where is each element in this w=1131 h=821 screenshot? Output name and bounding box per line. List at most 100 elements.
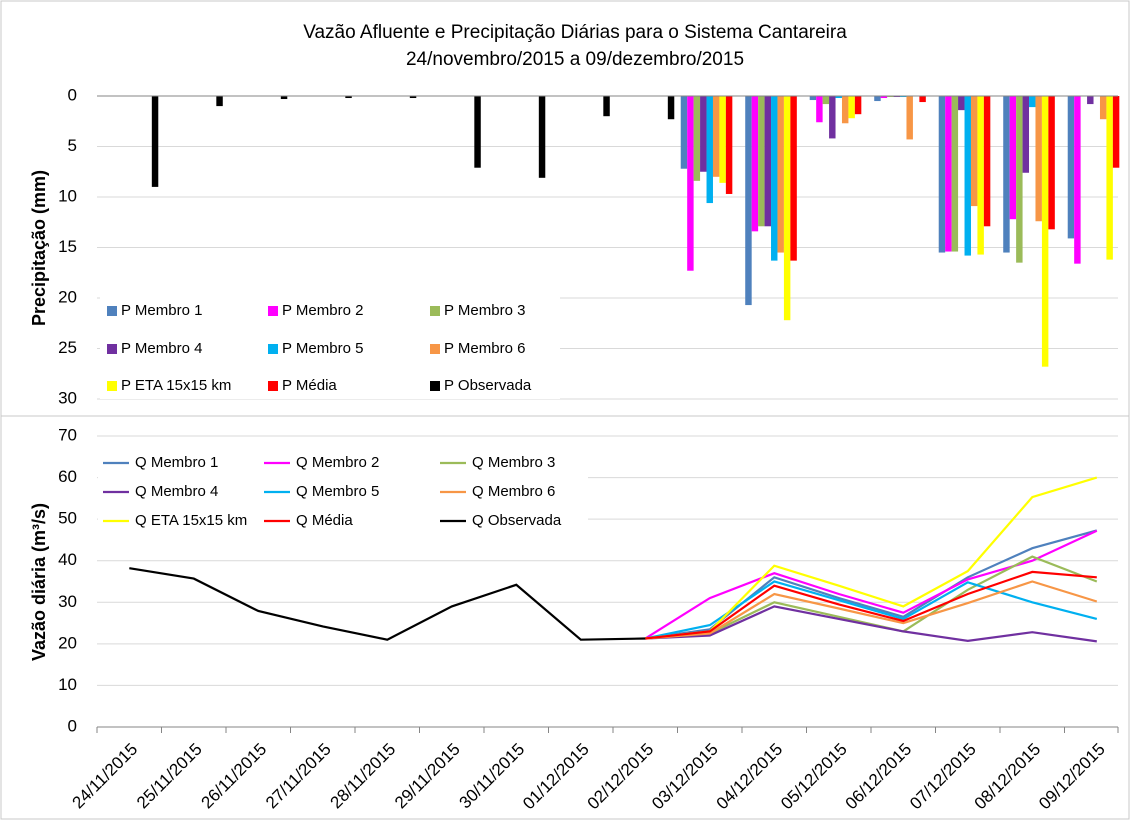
bar <box>712 96 720 177</box>
bar <box>1016 96 1023 263</box>
legend-swatch <box>430 344 440 354</box>
bar <box>790 96 797 261</box>
legend-swatch <box>430 381 440 391</box>
legend-label: P ETA 15x15 km <box>121 377 231 394</box>
line-series <box>129 567 646 641</box>
legend-swatch <box>107 306 117 316</box>
legend-label: P Membro 1 <box>121 302 202 319</box>
y-tick-label: 10 <box>58 186 77 205</box>
bar <box>958 96 965 111</box>
line-series <box>645 570 1097 640</box>
y-tick-label: 50 <box>58 509 77 528</box>
legend-label: Q Média <box>296 512 353 529</box>
bar <box>706 96 713 204</box>
bar <box>151 96 159 187</box>
y-tick-label: 40 <box>58 550 77 569</box>
line-series <box>644 529 1098 640</box>
bar <box>906 96 913 140</box>
bar <box>1074 96 1081 264</box>
bar <box>977 96 984 255</box>
legend-label: P Média <box>282 377 337 394</box>
legend-label: P Membro 3 <box>444 302 525 319</box>
legend-box <box>100 295 560 399</box>
line-series <box>645 580 1098 640</box>
bar <box>822 96 830 105</box>
y-axis-label: Vazão diária (m³/s) <box>29 503 49 661</box>
legend-swatch <box>268 306 278 316</box>
bar <box>538 96 546 178</box>
bar <box>1112 96 1120 168</box>
legend-swatch <box>430 306 440 316</box>
y-tick-label: 70 <box>58 425 77 444</box>
y-tick-label: 60 <box>58 467 77 486</box>
bar <box>409 96 417 99</box>
legend-label: P Membro 2 <box>282 302 363 319</box>
bar <box>1035 96 1042 222</box>
bar <box>1009 96 1017 220</box>
y-tick-label: 0 <box>68 716 77 735</box>
bar <box>880 96 888 99</box>
bar <box>751 96 759 232</box>
legend-label: Q Membro 4 <box>135 483 218 500</box>
bar <box>758 96 765 227</box>
legend-label: Q Membro 2 <box>296 454 379 471</box>
bar <box>919 96 926 103</box>
line-series <box>645 580 1098 640</box>
bar <box>1067 96 1075 239</box>
bar <box>970 96 978 207</box>
bar <box>777 96 784 253</box>
bar <box>771 96 778 261</box>
bar <box>809 96 817 101</box>
y-tick-label: 0 <box>68 85 77 104</box>
bar <box>783 96 791 321</box>
bar <box>345 96 352 99</box>
bar <box>280 96 288 100</box>
bar <box>1106 96 1113 260</box>
bar <box>874 96 881 102</box>
y-tick-label: 30 <box>58 388 77 407</box>
y-tick-label: 20 <box>58 287 77 306</box>
bar <box>680 96 688 169</box>
line-series <box>645 476 1098 640</box>
legend-label: Q ETA 15x15 km <box>135 512 247 529</box>
bar <box>983 96 991 227</box>
bar <box>829 96 836 139</box>
bar <box>603 96 610 117</box>
y-axis-label: Precipitação (mm) <box>29 170 49 326</box>
legend-label: Q Membro 5 <box>296 483 379 500</box>
bar <box>1029 96 1036 108</box>
legend-box <box>98 450 588 536</box>
bar <box>945 96 952 252</box>
bar <box>725 96 733 194</box>
y-tick-label: 10 <box>58 675 77 694</box>
bar <box>700 96 707 172</box>
bar <box>216 96 223 107</box>
bar <box>745 96 752 306</box>
bar <box>1022 96 1030 173</box>
bar <box>1048 96 1055 230</box>
bar <box>841 96 849 124</box>
line-series <box>645 605 1097 643</box>
bar <box>667 96 675 120</box>
bar <box>854 96 862 115</box>
bar <box>1041 96 1049 367</box>
y-tick-label: 5 <box>68 136 77 155</box>
bar <box>1087 96 1094 105</box>
bar <box>951 96 959 252</box>
legend-swatch <box>107 381 117 391</box>
bar <box>964 96 971 256</box>
legend-label: P Membro 4 <box>121 340 202 357</box>
bar <box>687 96 694 271</box>
bar <box>938 96 946 253</box>
legend-label: P Membro 5 <box>282 340 363 357</box>
legend-swatch <box>268 344 278 354</box>
bar <box>887 96 894 98</box>
legend-label: P Membro 6 <box>444 340 525 357</box>
legend-label: Q Membro 3 <box>472 454 555 471</box>
bar <box>474 96 481 168</box>
bar <box>1099 96 1107 120</box>
legend-label: Q Observada <box>472 512 562 529</box>
y-tick-label: 25 <box>58 338 77 357</box>
